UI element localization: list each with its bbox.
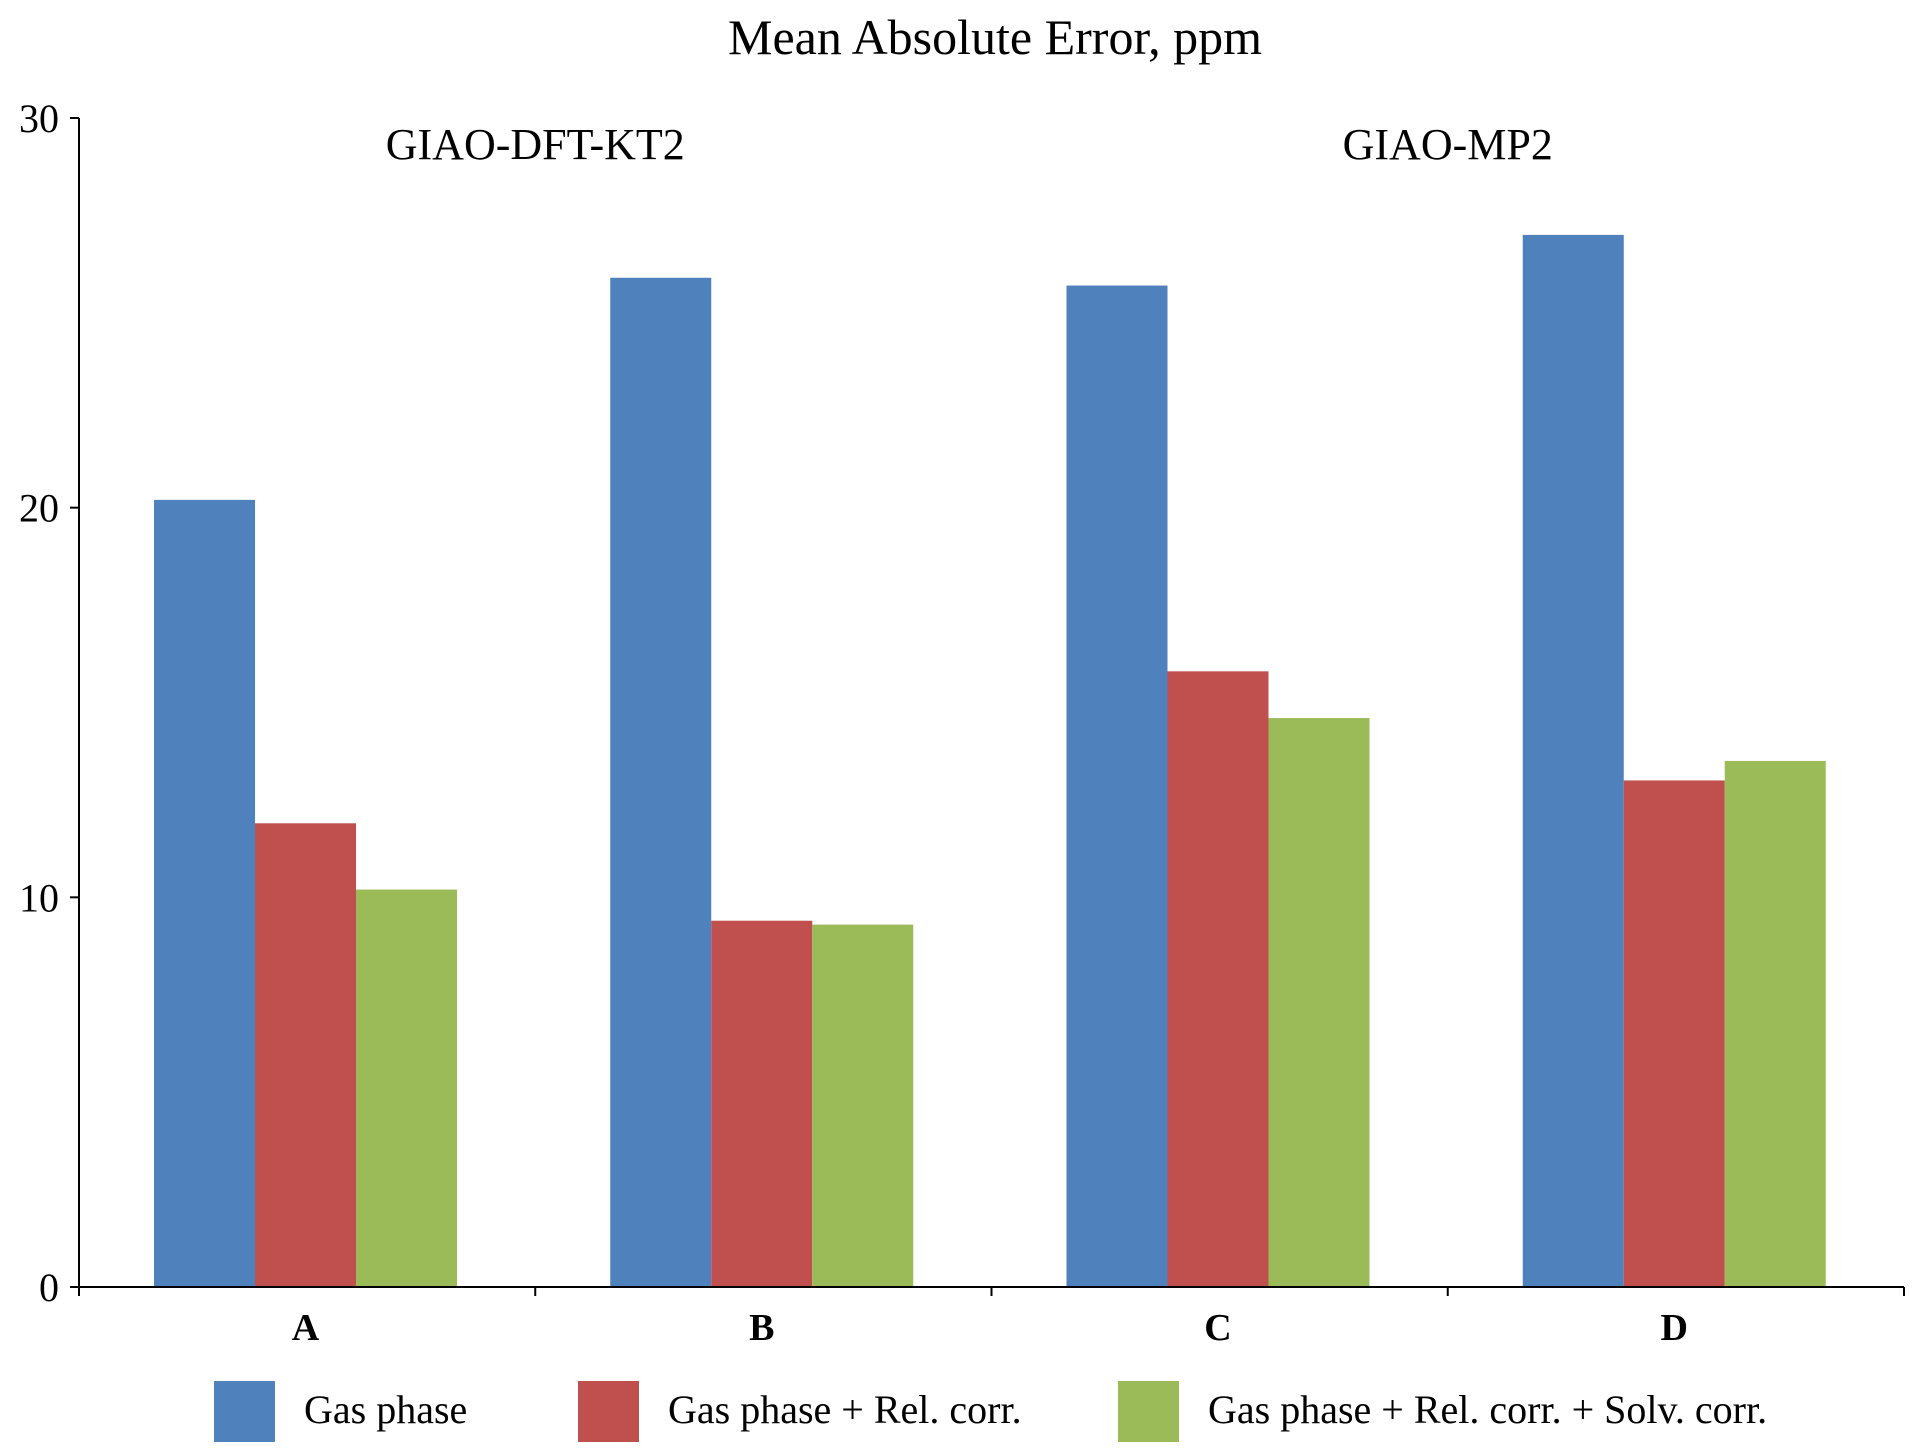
bar-b-series-3 xyxy=(812,924,914,1287)
chart-title: Mean Absolute Error, ppm xyxy=(728,9,1262,65)
y-tick-label: 10 xyxy=(19,875,59,920)
legend-swatch xyxy=(214,1381,275,1442)
legend-label: Gas phase xyxy=(304,1387,467,1432)
y-tick-label: 30 xyxy=(19,96,59,141)
x-category-label: A xyxy=(292,1307,320,1349)
x-ticks xyxy=(78,1287,1905,1296)
bar-c-series-2 xyxy=(1167,671,1269,1287)
group-label: GIAO-MP2 xyxy=(1343,120,1553,169)
x-category-label: C xyxy=(1204,1307,1231,1349)
y-tick-label: 20 xyxy=(19,486,59,531)
x-labels: A B C D xyxy=(292,1307,1688,1349)
bar-b-series-1 xyxy=(610,277,712,1288)
legend-label: Gas phase + Rel. corr. + Solv. corr. xyxy=(1208,1387,1767,1432)
bars xyxy=(154,234,1826,1288)
bar-d-series-2 xyxy=(1623,780,1725,1287)
legend-swatch xyxy=(1118,1381,1179,1442)
bar-a-series-2 xyxy=(255,823,356,1287)
legend-label: Gas phase + Rel. corr. xyxy=(668,1387,1022,1432)
x-category-label: D xyxy=(1661,1307,1688,1349)
bar-d-series-3 xyxy=(1724,760,1826,1287)
bar-a-series-3 xyxy=(356,889,457,1287)
group-labels: GIAO-DFT-KT2 GIAO-MP2 xyxy=(386,120,1553,169)
bar-a-series-1 xyxy=(154,499,255,1288)
y-tick-label: 0 xyxy=(39,1265,59,1310)
group-label: GIAO-DFT-KT2 xyxy=(386,120,685,169)
bar-c-series-3 xyxy=(1268,718,1370,1287)
bar-c-series-1 xyxy=(1066,285,1168,1288)
bar-b-series-2 xyxy=(711,920,813,1287)
bar-d-series-1 xyxy=(1522,234,1624,1287)
x-category-label: B xyxy=(749,1307,774,1349)
legend: Gas phase Gas phase + Rel. corr. Gas phase… xyxy=(214,1381,1767,1442)
y-ticks: 0 10 20 30 xyxy=(19,96,79,1310)
legend-swatch xyxy=(578,1381,639,1442)
